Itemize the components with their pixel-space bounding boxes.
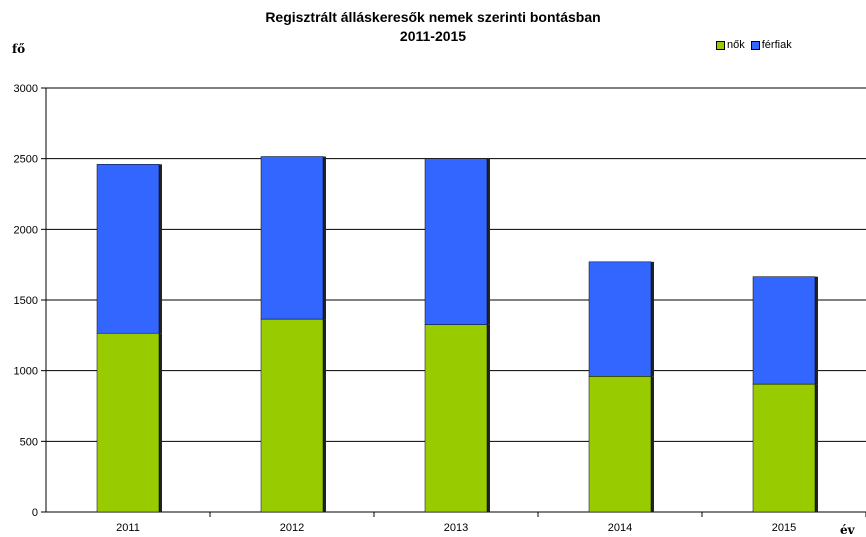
x-tick-label: 2014 [608,522,632,534]
y-tick-label: 500 [20,436,38,448]
bar-ferfiak-2014 [588,261,652,377]
bar-ferfiak-2013 [424,158,488,325]
y-tick-label: 3000 [14,83,38,95]
legend-swatch-nok [716,40,725,50]
y-tick-label: 1000 [14,366,38,378]
x-tick-label: 2012 [280,522,304,534]
legend-item-ferfiak: férfiak [750,39,792,51]
bar-nok-2015 [752,383,816,513]
x-tick-label: 2015 [772,522,796,534]
y-tick-label: 2000 [14,224,38,236]
legend-item-nok: nők [716,39,745,51]
bar-nok-2014 [588,376,652,513]
bar-ferfiak-2012 [260,156,324,320]
chart-title: Regisztrált álláskeresők nemek szerinti … [265,9,601,25]
bar-nok-2012 [260,318,324,513]
y-tick-label: 0 [32,507,38,519]
x-axis-label: év [840,523,855,537]
legend-label-ferfiak: férfiak [761,39,792,51]
y-tick-label: 1500 [14,295,38,307]
legend-swatch-ferfiak [750,40,760,50]
bar-ferfiak-2011 [96,164,160,334]
x-tick-label: 2013 [444,522,468,534]
bar-nok-2011 [96,332,160,513]
chart-subtitle: 2011-2015 [399,28,467,44]
bar-nok-2013 [424,324,488,513]
y-axis-label: fő [12,42,26,56]
legend-label-nok: nők [727,39,745,51]
legend: nők férfiak [716,39,798,51]
y-tick-label: 2500 [14,154,38,166]
bar-ferfiak-2015 [752,276,816,385]
x-tick-label: 2011 [116,522,140,534]
